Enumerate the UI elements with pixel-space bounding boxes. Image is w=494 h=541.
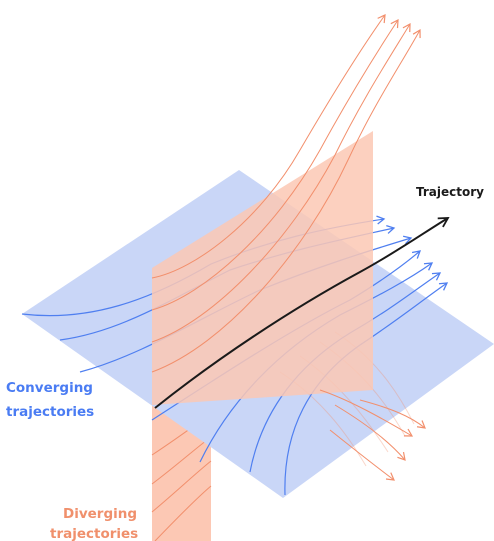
diverging-label-line-1: Diverging <box>63 506 137 522</box>
trajectory-label: Trajectory <box>416 185 484 199</box>
diverging-curve-upper-4 <box>151 28 421 373</box>
unstable-plane-upper <box>152 131 373 405</box>
diverging-curves-upper <box>151 14 421 373</box>
converging-label-line-2: trajectories <box>6 404 94 420</box>
diverging-curve-upper-1 <box>151 14 386 279</box>
diverging-curve-lower-4 <box>154 485 212 541</box>
diverging-curves-right <box>319 389 426 481</box>
diverging-curve-lower-3 <box>151 460 212 513</box>
trajectory-curve <box>154 217 450 409</box>
diverging-curve-upper-2 <box>151 18 399 311</box>
converging-label-line-1: Converging <box>6 380 93 396</box>
diverging-curve-upper-3 <box>151 22 411 343</box>
diverging-label-line-2: trajectories <box>50 526 138 541</box>
diverging-curve-right-3 <box>359 399 426 429</box>
diverging-curve-right-4 <box>329 429 395 481</box>
diverging-curve-right-2 <box>334 404 406 461</box>
diverging-curve-right-1 <box>319 389 414 437</box>
